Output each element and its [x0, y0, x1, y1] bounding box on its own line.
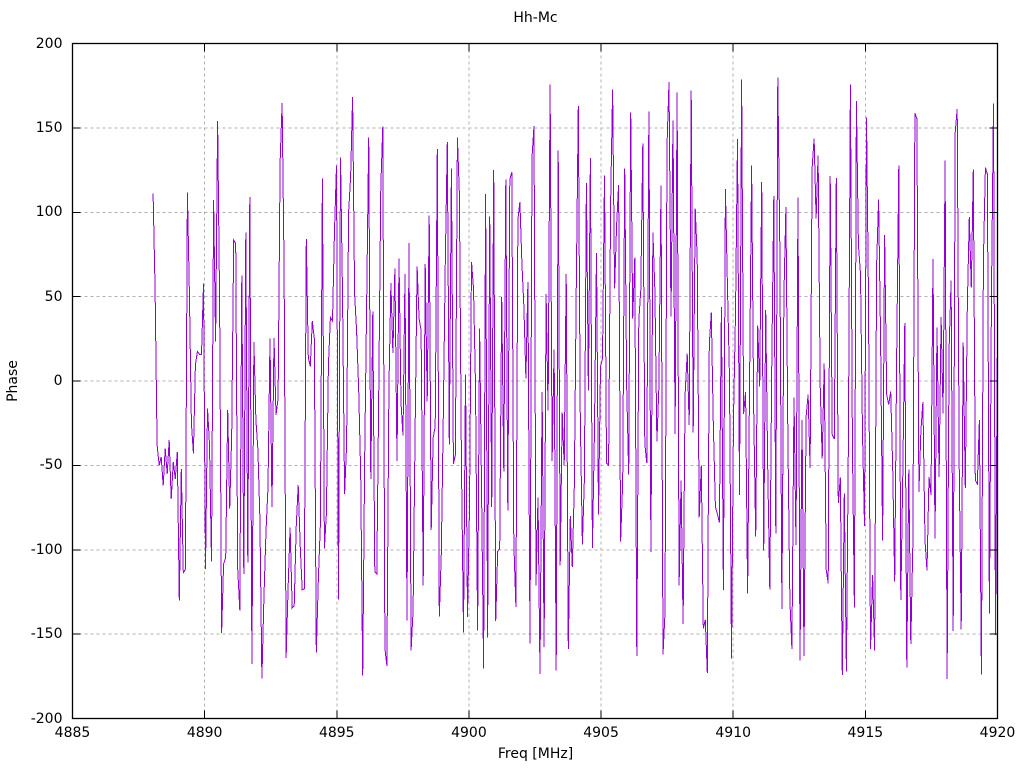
y-tick-label: -150: [30, 626, 63, 643]
x-tick-label: 4905: [583, 724, 619, 741]
y-tick-label: 200: [35, 35, 63, 52]
x-tick-label: 4900: [451, 724, 487, 741]
y-tick-label: -100: [30, 541, 63, 558]
x-axis-title: Freq [MHz]: [497, 746, 574, 762]
y-tick-label: -50: [39, 457, 63, 474]
x-tick-label: 4920: [979, 724, 1016, 741]
y-tick-label: -200: [30, 710, 63, 727]
y-tick-label: 50: [44, 288, 63, 305]
y-tick-label: 100: [35, 204, 63, 221]
x-tick-label: 4915: [847, 724, 884, 741]
x-tick-label: 4910: [715, 724, 752, 741]
plot-border: [71, 42, 999, 720]
y-tick-label: 0: [53, 373, 63, 389]
chart-title: Hh-Mc: [513, 10, 558, 26]
x-tick-label: 4890: [186, 724, 223, 741]
x-tick-label: 4895: [318, 724, 355, 741]
y-tick-label: 150: [35, 119, 63, 136]
x-tick-label: 4885: [54, 724, 91, 741]
phase-series-line: [152, 77, 998, 680]
